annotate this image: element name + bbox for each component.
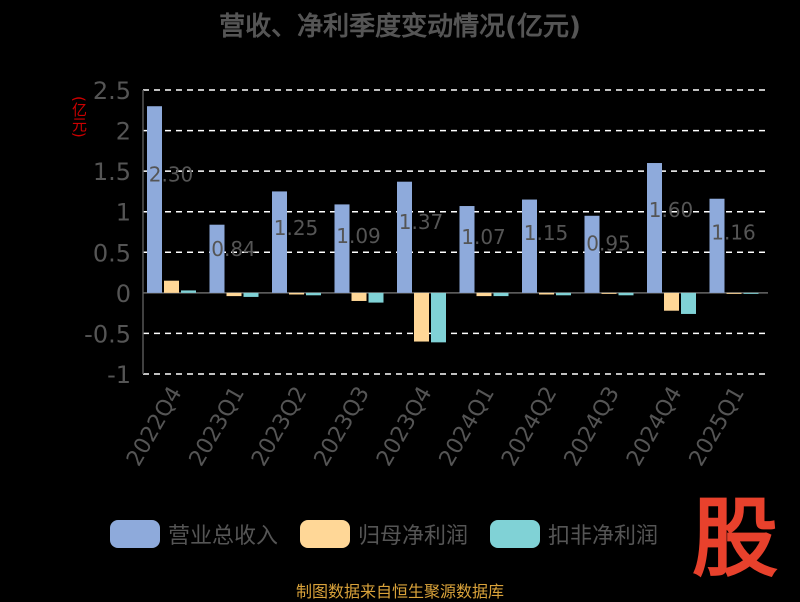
- legend-item-revenue[interactable]: 营业总收入: [110, 518, 278, 550]
- x-tick-label: 2024Q3: [560, 383, 625, 471]
- legend-swatch-net-profit: [300, 520, 351, 548]
- data-label: 1.07: [461, 225, 506, 249]
- x-tick-label: 2022Q4: [122, 383, 187, 471]
- bar-deducted-profit: [618, 292, 634, 296]
- x-tick-label: 2024Q1: [435, 383, 500, 471]
- bar-revenue: [522, 199, 537, 293]
- x-tick-label: 2023Q2: [247, 383, 312, 471]
- chart-legend: 营业总收入 归母净利润 扣非净利润: [110, 518, 680, 550]
- legend-label-net-profit: 归母净利润: [358, 524, 469, 549]
- data-label: 1.09: [336, 224, 381, 248]
- data-source-note: 制图数据来自恒生聚源数据库: [295, 582, 504, 601]
- legend-item-deducted-profit[interactable]: 扣非净利润: [490, 518, 658, 550]
- x-tick-label: 2023Q1: [185, 383, 250, 471]
- bar-net-profit: [164, 280, 179, 293]
- data-label: 1.16: [711, 221, 756, 245]
- bar-deducted-profit: [181, 290, 196, 293]
- legend-swatch-deducted-profit: [490, 520, 541, 548]
- legend-item-net-profit[interactable]: 归母净利润: [300, 518, 468, 550]
- bar-net-profit: [476, 292, 492, 297]
- bar-net-profit: [289, 292, 304, 295]
- bar-revenue: [272, 191, 287, 293]
- bar-revenue: [647, 163, 662, 293]
- bar-revenue: [459, 206, 475, 293]
- bar-net-profit: [664, 292, 679, 311]
- x-tick-label: 2024Q4: [622, 383, 687, 471]
- legend-swatch-revenue: [110, 520, 160, 548]
- bar-net-profit: [539, 292, 554, 295]
- chart-title: 营收、净利季度变动情况(亿元): [219, 12, 581, 42]
- bar-deducted-profit: [556, 292, 571, 296]
- bar-deducted-profit: [368, 292, 384, 303]
- bar-deducted-profit: [306, 292, 321, 296]
- data-label: 1.37: [399, 210, 444, 234]
- y-tick-label: 1.5: [93, 158, 131, 186]
- bar-net-profit: [726, 292, 742, 294]
- data-label: 1.15: [524, 221, 569, 245]
- bar-revenue: [397, 181, 412, 293]
- bar-net-profit: [414, 292, 429, 342]
- bar-revenue: [709, 198, 725, 293]
- bar-deducted-profit: [681, 292, 696, 314]
- y-tick-label: -1: [107, 361, 131, 389]
- y-tick-label: -0.5: [84, 320, 131, 348]
- x-tick-label: 2023Q3: [310, 383, 375, 471]
- y-tick-label: 2.5: [93, 77, 131, 105]
- y-axis-unit-label: (亿元): [70, 96, 88, 138]
- data-label: 1.60: [649, 198, 694, 222]
- legend-label-revenue: 营业总收入: [168, 524, 279, 549]
- bar-revenue: [209, 224, 225, 293]
- bar-revenue: [334, 204, 350, 293]
- x-tick-label: 2024Q2: [497, 383, 562, 471]
- x-tick-label: 2025Q1: [685, 383, 750, 471]
- bar-revenue: [584, 215, 600, 293]
- y-tick-label: 2: [116, 118, 131, 146]
- data-label: 2.30: [149, 162, 194, 186]
- y-tick-label: 1: [116, 199, 131, 227]
- brand-logo: 股: [692, 489, 778, 589]
- bar-deducted-profit: [431, 292, 446, 343]
- bar-deducted-profit: [493, 292, 509, 297]
- data-label: 1.25: [274, 216, 319, 240]
- data-label: 0.84: [211, 237, 256, 261]
- bar-net-profit: [351, 292, 367, 301]
- bar-revenue: [147, 106, 162, 293]
- y-tick-label: 0.5: [93, 239, 131, 267]
- x-tick-label: 2023Q4: [372, 383, 437, 471]
- bar-deducted-profit: [243, 292, 259, 297]
- y-tick-label: 0: [116, 280, 131, 308]
- bar-net-profit: [601, 292, 617, 294]
- bar-net-profit: [226, 292, 242, 297]
- legend-label-deducted-profit: 扣非净利润: [548, 524, 659, 549]
- data-label: 0.95: [586, 231, 631, 255]
- bar-deducted-profit: [743, 292, 759, 294]
